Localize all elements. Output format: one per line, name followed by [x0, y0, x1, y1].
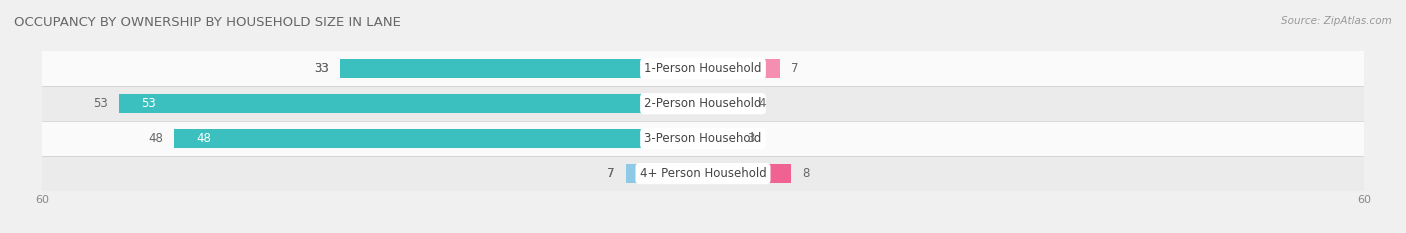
Bar	[703, 94, 747, 113]
Text: 3: 3	[747, 132, 755, 145]
Text: 33: 33	[314, 62, 329, 75]
Text: 53: 53	[141, 97, 156, 110]
Text: 33: 33	[314, 62, 329, 75]
Bar	[174, 129, 703, 148]
Text: 48: 48	[149, 132, 163, 145]
Bar	[703, 164, 792, 183]
Text: OCCUPANCY BY OWNERSHIP BY HOUSEHOLD SIZE IN LANE: OCCUPANCY BY OWNERSHIP BY HOUSEHOLD SIZE…	[14, 16, 401, 29]
Text: 3-Person Household: 3-Person Household	[644, 132, 762, 145]
Text: 8: 8	[801, 167, 810, 180]
Bar	[703, 59, 780, 78]
Bar	[42, 51, 1364, 86]
Bar	[42, 86, 1364, 121]
Bar	[120, 94, 703, 113]
Bar	[703, 129, 737, 148]
Text: 53: 53	[94, 97, 108, 110]
Bar	[42, 121, 1364, 156]
Bar	[42, 156, 1364, 191]
Text: 48: 48	[197, 132, 211, 145]
Text: 4+ Person Household: 4+ Person Household	[640, 167, 766, 180]
Bar	[339, 59, 703, 78]
Text: 4: 4	[758, 97, 766, 110]
Text: 7: 7	[607, 167, 614, 180]
Text: 7: 7	[792, 62, 799, 75]
Text: Source: ZipAtlas.com: Source: ZipAtlas.com	[1281, 16, 1392, 26]
Text: 7: 7	[607, 167, 614, 180]
Bar	[626, 164, 703, 183]
Text: 2-Person Household: 2-Person Household	[644, 97, 762, 110]
Text: 1-Person Household: 1-Person Household	[644, 62, 762, 75]
